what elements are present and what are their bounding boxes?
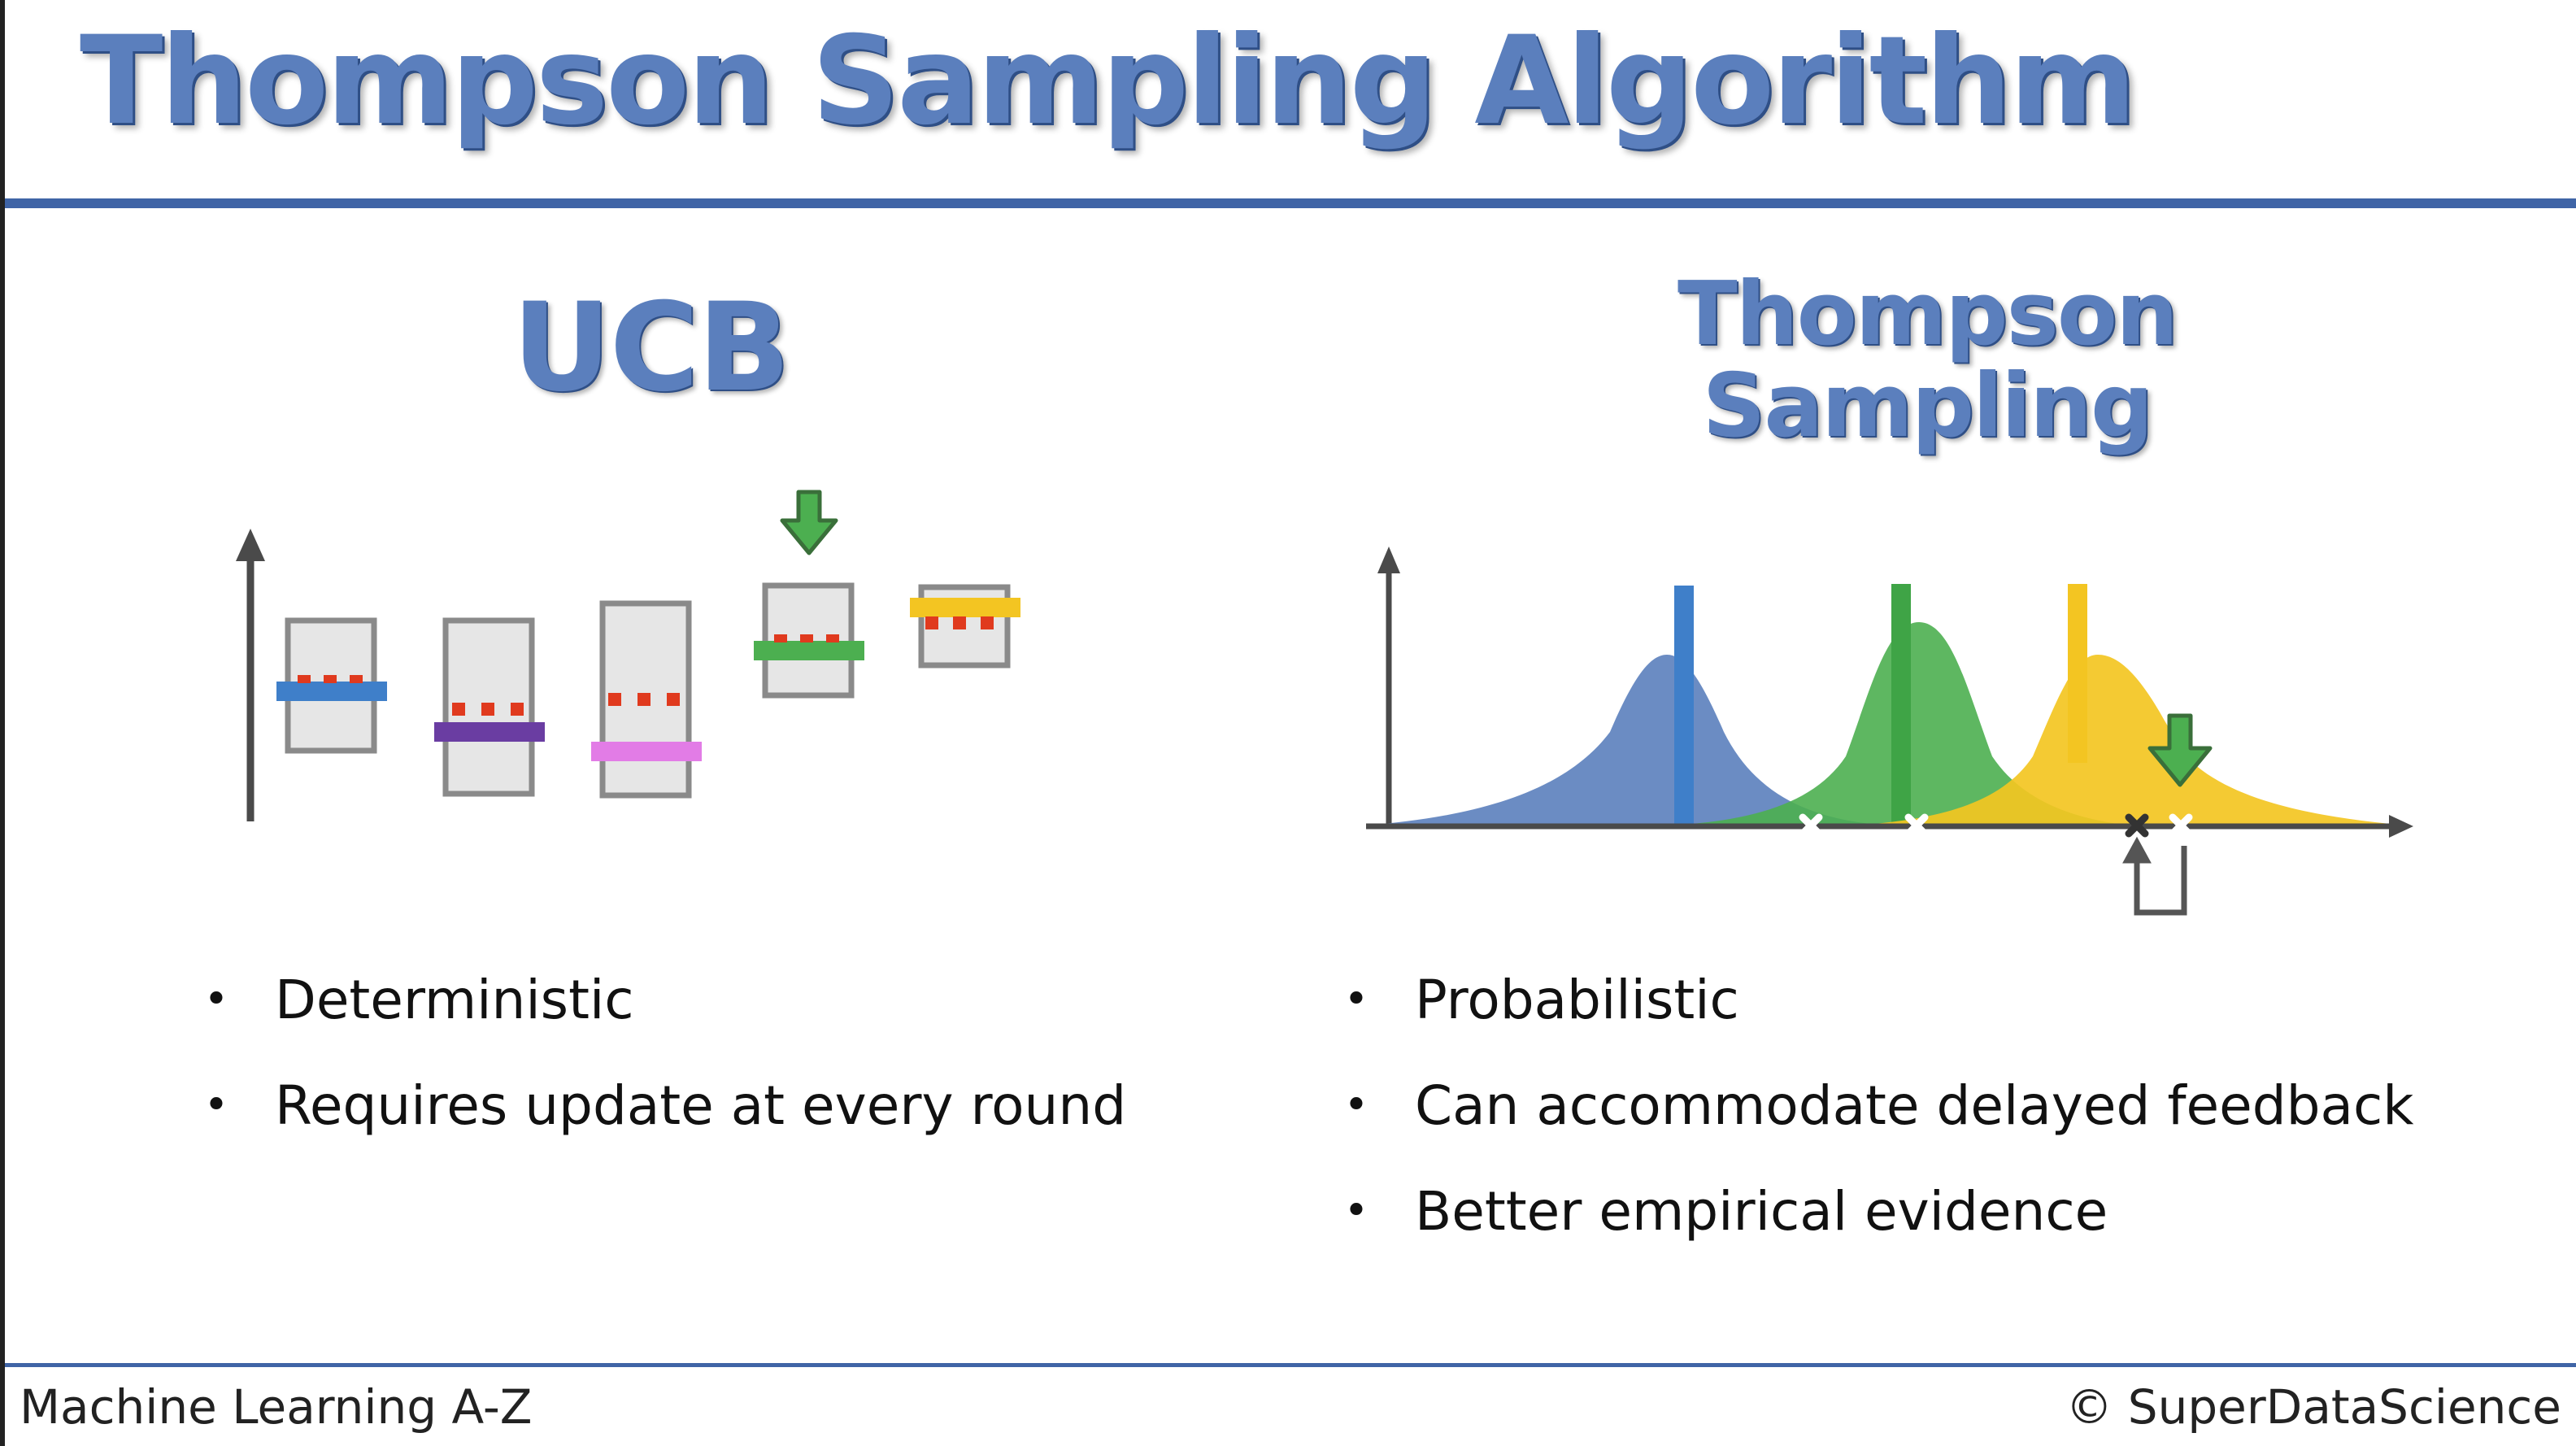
x-mark-icon: [2169, 813, 2193, 838]
thompson-bullet-list: • Probabilistic • Can accommodate delaye…: [1334, 947, 2553, 1264]
distribution-yellow: [1854, 655, 2407, 825]
ts-y-axis: [1377, 547, 1400, 825]
x-mark-icon: [1799, 813, 1823, 838]
list-item: • Deterministic: [194, 947, 1251, 1052]
ucb-y-axis: [236, 529, 265, 821]
bullet-icon: •: [1343, 1187, 1369, 1235]
bullet-text: Better empirical evidence: [1415, 1179, 2108, 1243]
down-arrow-icon: [780, 490, 838, 555]
footer-copyright: © SuperDataScience: [2065, 1379, 2561, 1435]
bullet-text: Deterministic: [275, 968, 634, 1031]
ucb-bullet-list: • Deterministic • Requires update at eve…: [194, 947, 1251, 1158]
ucb-box-5: [910, 584, 1020, 669]
ucb-bar-pink: [591, 742, 702, 761]
bullet-icon: •: [203, 1081, 229, 1130]
x-mark-icon: [2125, 813, 2149, 838]
thompson-heading: Thompson Sampling: [1594, 268, 2261, 453]
list-item: • Probabilistic: [1334, 947, 2553, 1052]
list-item: • Better empirical evidence: [1334, 1158, 2553, 1264]
slide-title: Thompson Sampling Algorithm: [80, 11, 2136, 152]
footer-course-name: Machine Learning A-Z: [20, 1379, 533, 1435]
list-item: • Can accommodate delayed feedback: [1334, 1052, 2553, 1158]
ts-x-axis: [1366, 815, 2413, 838]
x-mark-icon: [1904, 813, 1929, 838]
thompson-heading-line1: Thompson: [1677, 264, 2178, 365]
ucb-bar-purple: [434, 722, 545, 742]
ucb-box-2: [434, 617, 545, 797]
bullet-icon: •: [203, 975, 229, 1024]
bullet-text: Requires update at every round: [275, 1074, 1127, 1137]
list-item: • Requires update at every round: [194, 1052, 1251, 1158]
ucb-box-1: [276, 617, 387, 754]
down-arrow-icon: [2147, 713, 2213, 787]
bullet-icon: •: [1343, 975, 1369, 1024]
mean-line-blue: [1674, 586, 1694, 825]
ucb-bar-green: [754, 641, 864, 660]
bullet-icon: •: [1343, 1081, 1369, 1130]
return-arrow-icon: [2122, 836, 2187, 916]
bullet-text: Probabilistic: [1415, 968, 1739, 1031]
distribution-blue: [1366, 655, 1886, 825]
ucb-bar-yellow: [910, 598, 1020, 617]
ucb-box-3: [591, 600, 702, 799]
ucb-box-4: [754, 582, 864, 699]
title-divider: [5, 198, 2576, 208]
footer-divider: [5, 1363, 2576, 1367]
ucb-heading: UCB: [511, 277, 790, 419]
ucb-bar-blue: [276, 682, 387, 701]
bullet-text: Can accommodate delayed feedback: [1415, 1074, 2414, 1137]
slide-left-border: [0, 0, 5, 1446]
thompson-heading-line2: Sampling: [1702, 355, 2154, 458]
mean-line-green: [1891, 584, 1911, 825]
mean-line-yellow: [2068, 584, 2087, 763]
